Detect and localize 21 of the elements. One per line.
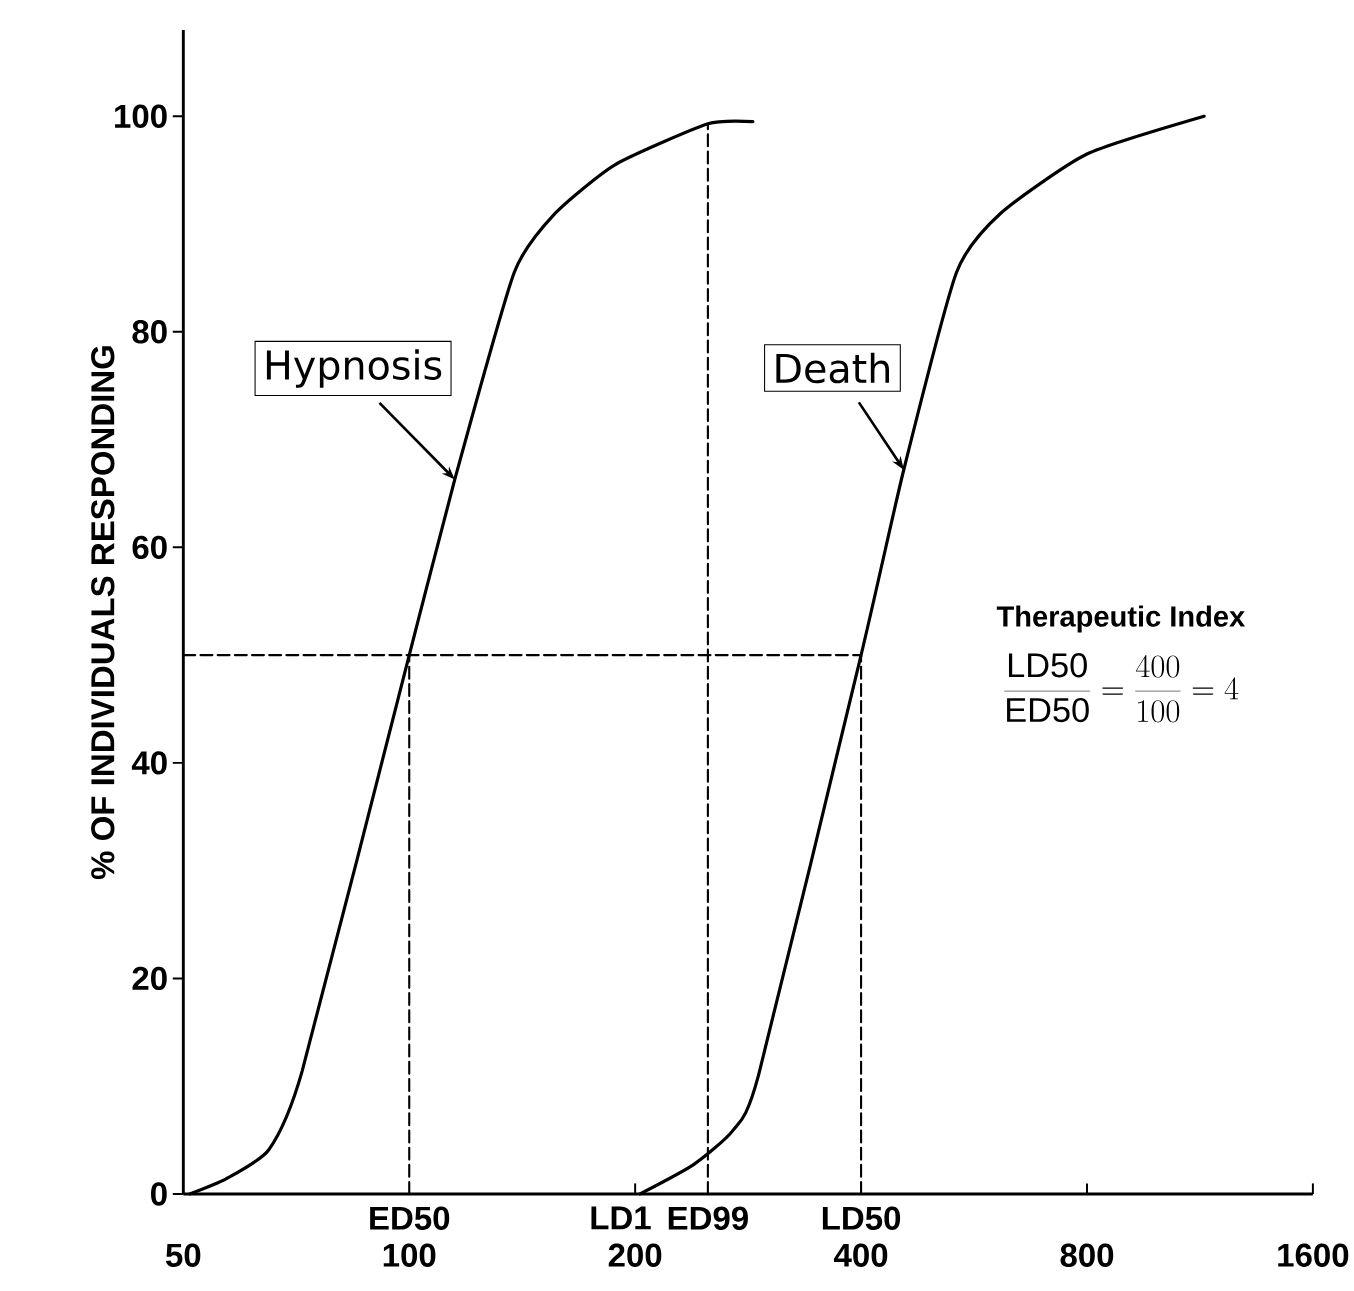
y-tick-label: 60 (132, 535, 167, 560)
y-tick-label: 80 (132, 320, 167, 344)
y-axis-title: % OF INDIVIDUALS RESPONDING (91, 346, 115, 880)
y-tick-label: 100 (115, 104, 167, 128)
series-label: Hypnosis (266, 349, 442, 388)
annotation: Therapeutic Index (996, 605, 1245, 633)
y-tick-label: 0 (151, 1182, 167, 1206)
annotation: LD50 (822, 1206, 901, 1230)
annotation: ED99 (668, 1206, 748, 1230)
y-tick-label: 40 (131, 751, 167, 775)
annotation: $\frac{\mathrm{LD50}}{\mathrm{ED50}} = \frac{400}{100} = 4$ (1004, 653, 1239, 723)
x-tick-label: 400 (834, 1243, 888, 1267)
text: LD1 (591, 1206, 651, 1230)
x-tick-label: 800 (1060, 1243, 1114, 1267)
x-tick-label: 200 (608, 1243, 662, 1267)
x-tick-label: 50 (165, 1243, 201, 1267)
y-tick-label: 20 (132, 966, 167, 991)
x-tick-label: 100 (383, 1243, 436, 1267)
annotation: ED50 (370, 1206, 450, 1230)
series-label: Death (776, 352, 889, 384)
x-tick-label: 1600 (1278, 1243, 1349, 1267)
